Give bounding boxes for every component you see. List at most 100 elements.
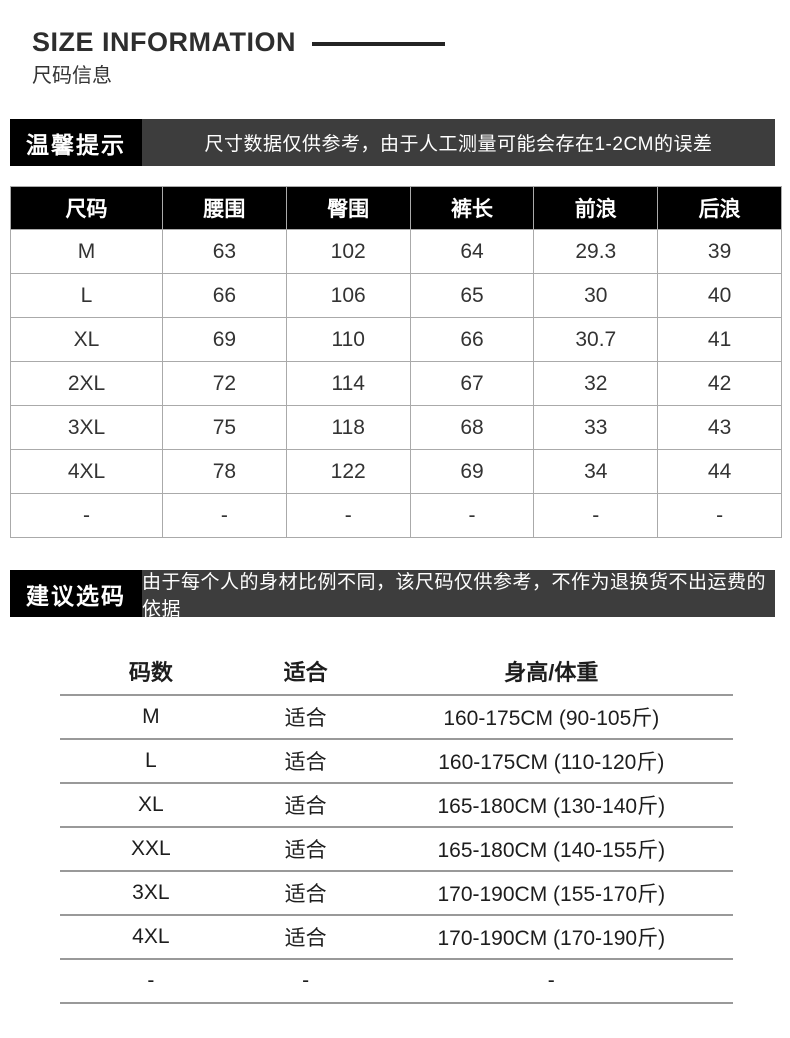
table-cell: 75 (162, 405, 287, 450)
table-cell: 适合 (241, 827, 370, 872)
table-row: XL 适合 165-180CM (130-140斤) (60, 783, 733, 828)
page-header: SIZE INFORMATION 尺码信息 (0, 0, 790, 87)
table-cell: 68 (409, 405, 535, 450)
table-row: 4XL 适合 170-190CM (170-190斤) (60, 915, 733, 960)
table-cell: 29.3 (533, 229, 659, 274)
table-cell: 适合 (241, 783, 370, 828)
column-header-height-weight: 身高/体重 (369, 647, 733, 696)
table-row: L 适合 160-175CM (110-120斤) (60, 739, 733, 784)
table-row: XL 69 110 66 30.7 41 (10, 317, 782, 362)
table-cell: 44 (657, 449, 782, 494)
table-cell: - (241, 959, 370, 1004)
table-cell: 4XL (60, 915, 242, 960)
column-header-front-rise: 前浪 (533, 186, 659, 230)
table-cell: 110 (285, 317, 411, 362)
table-cell: 66 (162, 273, 287, 318)
table-cell: 165-180CM (140-155斤) (369, 827, 733, 872)
title-row: SIZE INFORMATION (32, 29, 790, 56)
table-cell: 160-175CM (110-120斤) (369, 739, 733, 784)
table-cell: 适合 (241, 739, 370, 784)
notice-banner-text: 尺寸数据仅供参考，由于人工测量可能会存在1-2CM的误差 (142, 119, 775, 166)
table-cell: L (10, 273, 163, 318)
table-row: M 63 102 64 29.3 39 (10, 229, 782, 274)
column-header-back-rise: 后浪 (657, 186, 782, 230)
advice-banner-text: 由于每个人的身材比例不同，该尺码仅供参考，不作为退换货不出运费的依据 (142, 570, 775, 620)
size-table-header-row: 尺码 腰围 臀围 裤长 前浪 后浪 (10, 186, 782, 230)
table-cell: 63 (162, 229, 287, 274)
table-cell: 32 (533, 361, 659, 406)
table-cell: - (10, 493, 163, 538)
size-measurements-table: 尺码 腰围 臀围 裤长 前浪 后浪 M 63 102 64 29.3 39 L … (10, 186, 782, 538)
table-cell: XL (10, 317, 163, 362)
notice-banner-label: 温馨提示 (10, 119, 142, 166)
table-cell: 42 (657, 361, 782, 406)
table-cell: 160-175CM (90-105斤) (369, 695, 733, 740)
table-cell: - (533, 493, 659, 538)
column-header-pants-length: 裤长 (409, 186, 535, 230)
advice-banner-label: 建议选码 (10, 570, 142, 617)
table-cell: 适合 (241, 915, 370, 960)
table-cell: - (60, 959, 242, 1004)
table-cell: 41 (657, 317, 782, 362)
column-header-size-code: 码数 (60, 647, 242, 696)
table-cell: - (369, 959, 733, 1004)
table-cell: - (409, 493, 535, 538)
table-cell: 43 (657, 405, 782, 450)
table-cell: 39 (657, 229, 782, 274)
table-cell: M (60, 695, 242, 740)
fit-table-header-row: 码数 适合 身高/体重 (60, 647, 733, 696)
table-row: L 66 106 65 30 40 (10, 273, 782, 318)
table-cell: - (657, 493, 782, 538)
table-cell: XXL (60, 827, 242, 872)
table-cell: 30.7 (533, 317, 659, 362)
table-cell: 40 (657, 273, 782, 318)
table-cell: 114 (285, 361, 411, 406)
table-cell: 66 (409, 317, 535, 362)
fit-suggestion-table: 码数 适合 身高/体重 M 适合 160-175CM (90-105斤) L 适… (60, 647, 733, 1004)
table-cell: 165-180CM (130-140斤) (369, 783, 733, 828)
table-cell: 65 (409, 273, 535, 318)
table-row: 3XL 适合 170-190CM (155-170斤) (60, 871, 733, 916)
table-cell: 2XL (10, 361, 163, 406)
table-cell: 适合 (241, 695, 370, 740)
table-cell: L (60, 739, 242, 784)
table-row: 3XL 75 118 68 33 43 (10, 405, 782, 450)
table-cell: - (162, 493, 287, 538)
column-header-hip: 臀围 (285, 186, 411, 230)
table-cell: 170-190CM (170-190斤) (369, 915, 733, 960)
table-cell: 30 (533, 273, 659, 318)
table-cell: 106 (285, 273, 411, 318)
table-cell: 69 (409, 449, 535, 494)
title-rule-line (312, 41, 445, 46)
page-subtitle: 尺码信息 (32, 65, 112, 87)
table-cell: 33 (533, 405, 659, 450)
table-cell: 122 (285, 449, 411, 494)
notice-banner: 温馨提示 尺寸数据仅供参考，由于人工测量可能会存在1-2CM的误差 (10, 119, 775, 166)
column-header-size: 尺码 (10, 186, 163, 230)
table-cell: 适合 (241, 871, 370, 916)
table-cell: 67 (409, 361, 535, 406)
column-header-fit: 适合 (241, 647, 370, 696)
column-header-waist: 腰围 (162, 186, 287, 230)
table-row: 4XL 78 122 69 34 44 (10, 449, 782, 494)
table-cell: 34 (533, 449, 659, 494)
table-cell: XL (60, 783, 242, 828)
table-cell: 78 (162, 449, 287, 494)
table-cell: 4XL (10, 449, 163, 494)
table-cell: - (285, 493, 411, 538)
page-title: SIZE INFORMATION (32, 27, 296, 57)
table-cell: 3XL (10, 405, 163, 450)
table-cell: 69 (162, 317, 287, 362)
table-cell: 102 (285, 229, 411, 274)
table-cell: 72 (162, 361, 287, 406)
table-cell: 64 (409, 229, 535, 274)
table-row: XXL 适合 165-180CM (140-155斤) (60, 827, 733, 872)
table-row: - - - (60, 959, 733, 1004)
advice-banner: 建议选码 由于每个人的身材比例不同，该尺码仅供参考，不作为退换货不出运费的依据 (10, 570, 775, 620)
table-cell: 170-190CM (155-170斤) (369, 871, 733, 916)
table-row: M 适合 160-175CM (90-105斤) (60, 695, 733, 740)
table-row: - - - - - - (10, 493, 782, 538)
table-cell: M (10, 229, 163, 274)
table-cell: 3XL (60, 871, 242, 916)
table-cell: 118 (285, 405, 411, 450)
